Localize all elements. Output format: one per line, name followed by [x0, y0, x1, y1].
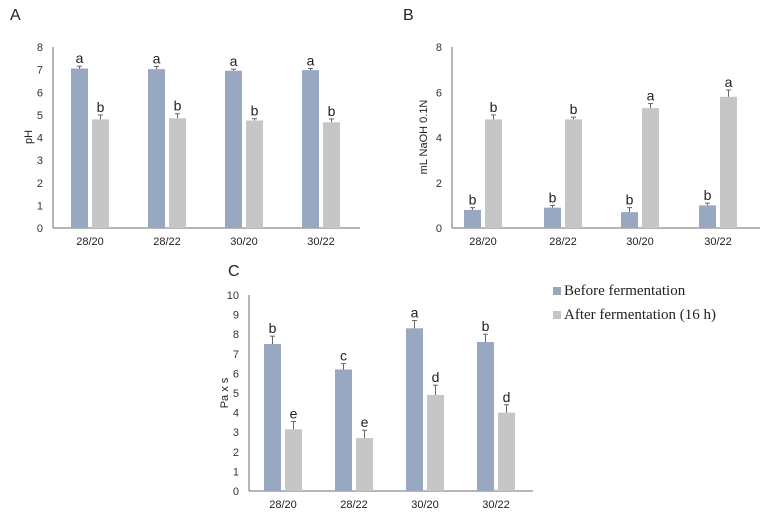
- y-tick-label: 8: [37, 42, 43, 54]
- y-tick-label: 1: [37, 200, 43, 212]
- significance-letter: e: [361, 414, 369, 430]
- bar-after: [565, 119, 582, 228]
- bar-after: [642, 108, 659, 228]
- x-tick-label: 28/20: [269, 499, 297, 511]
- y-axis-label: mL NaOH 0.1N: [418, 100, 430, 175]
- significance-letter: b: [482, 318, 490, 334]
- significance-letter: a: [411, 304, 419, 320]
- bar-after: [485, 119, 502, 228]
- y-tick-label: 8: [436, 42, 442, 54]
- y-tick-label: 3: [37, 155, 43, 167]
- significance-letter: a: [76, 50, 84, 66]
- bar-before: [699, 205, 716, 228]
- legend-item-before: Before fermentation: [553, 279, 716, 303]
- panel-label-C: C: [228, 263, 240, 280]
- x-tick-label: 28/20: [76, 236, 104, 248]
- significance-letter: a: [647, 88, 655, 104]
- bar-after: [92, 119, 109, 228]
- bar-before: [335, 369, 352, 491]
- significance-letter: a: [230, 53, 238, 69]
- y-tick-label: 0: [233, 486, 239, 498]
- significance-letter: b: [97, 99, 105, 115]
- legend-label-after: After fermentation (16 h): [564, 306, 717, 323]
- significance-letter: b: [469, 192, 477, 208]
- y-tick-label: 6: [233, 368, 239, 380]
- significance-letter: d: [503, 389, 511, 405]
- y-axis-label: Pa x s: [219, 377, 231, 408]
- panel-label-A: A: [10, 7, 21, 24]
- y-tick-label: 5: [37, 110, 43, 122]
- bar-before: [264, 344, 281, 491]
- y-tick-label: 4: [37, 133, 43, 145]
- bar-before: [302, 70, 319, 228]
- y-tick-label: 4: [436, 133, 442, 145]
- x-tick-label: 28/22: [340, 499, 368, 511]
- bar-after: [356, 438, 373, 491]
- significance-letter: b: [328, 103, 336, 119]
- significance-letter: b: [549, 189, 557, 205]
- x-tick-label: 30/20: [626, 236, 654, 248]
- x-tick-label: 30/20: [230, 236, 258, 248]
- bar-after: [246, 120, 263, 228]
- y-tick-label: 7: [37, 65, 43, 77]
- bar-after: [323, 122, 340, 228]
- bar-after: [427, 394, 444, 491]
- bar-before: [477, 342, 494, 491]
- significance-letter: b: [626, 192, 634, 208]
- y-tick-label: 1: [233, 466, 239, 478]
- bar-after: [720, 96, 737, 229]
- bar-after: [285, 429, 302, 491]
- x-tick-label: 28/22: [153, 236, 181, 248]
- y-tick-label: 10: [227, 290, 239, 302]
- y-tick-label: 6: [436, 87, 442, 99]
- significance-letter: b: [490, 99, 498, 115]
- y-tick-label: 2: [233, 447, 239, 459]
- y-tick-label: 6: [37, 87, 43, 99]
- x-tick-label: 28/20: [469, 236, 497, 248]
- legend-label-before: Before fermentation: [564, 282, 686, 299]
- x-tick-label: 30/20: [411, 499, 439, 511]
- significance-letter: c: [340, 348, 347, 364]
- significance-letter: b: [570, 101, 578, 117]
- x-tick-label: 28/22: [549, 236, 577, 248]
- significance-letter: b: [269, 320, 277, 336]
- x-tick-label: 30/22: [704, 236, 732, 248]
- significance-letter: a: [725, 74, 733, 90]
- legend-swatch-before: [553, 287, 561, 295]
- y-tick-label: 2: [37, 178, 43, 190]
- bar-after: [498, 412, 515, 491]
- legend: Before fermentation After fermentation (…: [553, 279, 716, 327]
- y-tick-label: 5: [233, 388, 239, 400]
- bar-after: [169, 118, 186, 228]
- y-tick-label: 8: [233, 329, 239, 341]
- legend-item-after: After fermentation (16 h): [553, 303, 716, 327]
- y-tick-label: 7: [233, 349, 239, 361]
- significance-letter: b: [251, 103, 259, 119]
- significance-letter: b: [174, 98, 182, 114]
- y-axis-label: pH: [23, 130, 35, 144]
- bar-before: [148, 69, 165, 228]
- y-tick-label: 0: [436, 223, 442, 235]
- legend-swatch-after: [553, 311, 561, 319]
- y-tick-label: 2: [436, 178, 442, 190]
- bar-before: [71, 68, 88, 229]
- significance-letter: d: [432, 369, 440, 385]
- x-tick-label: 30/22: [482, 499, 510, 511]
- x-tick-label: 30/22: [307, 236, 335, 248]
- significance-letter: a: [307, 52, 315, 68]
- bar-before: [406, 328, 423, 491]
- y-tick-label: 0: [37, 223, 43, 235]
- bar-before: [544, 207, 561, 228]
- significance-letter: e: [290, 405, 298, 421]
- y-tick-label: 9: [233, 310, 239, 322]
- significance-letter: a: [153, 50, 161, 66]
- significance-letter: b: [704, 187, 712, 203]
- panel-label-B: B: [403, 7, 414, 24]
- y-tick-label: 3: [233, 427, 239, 439]
- bar-before: [225, 70, 242, 228]
- bar-before: [621, 212, 638, 228]
- y-tick-label: 4: [233, 408, 239, 420]
- bar-before: [464, 209, 481, 228]
